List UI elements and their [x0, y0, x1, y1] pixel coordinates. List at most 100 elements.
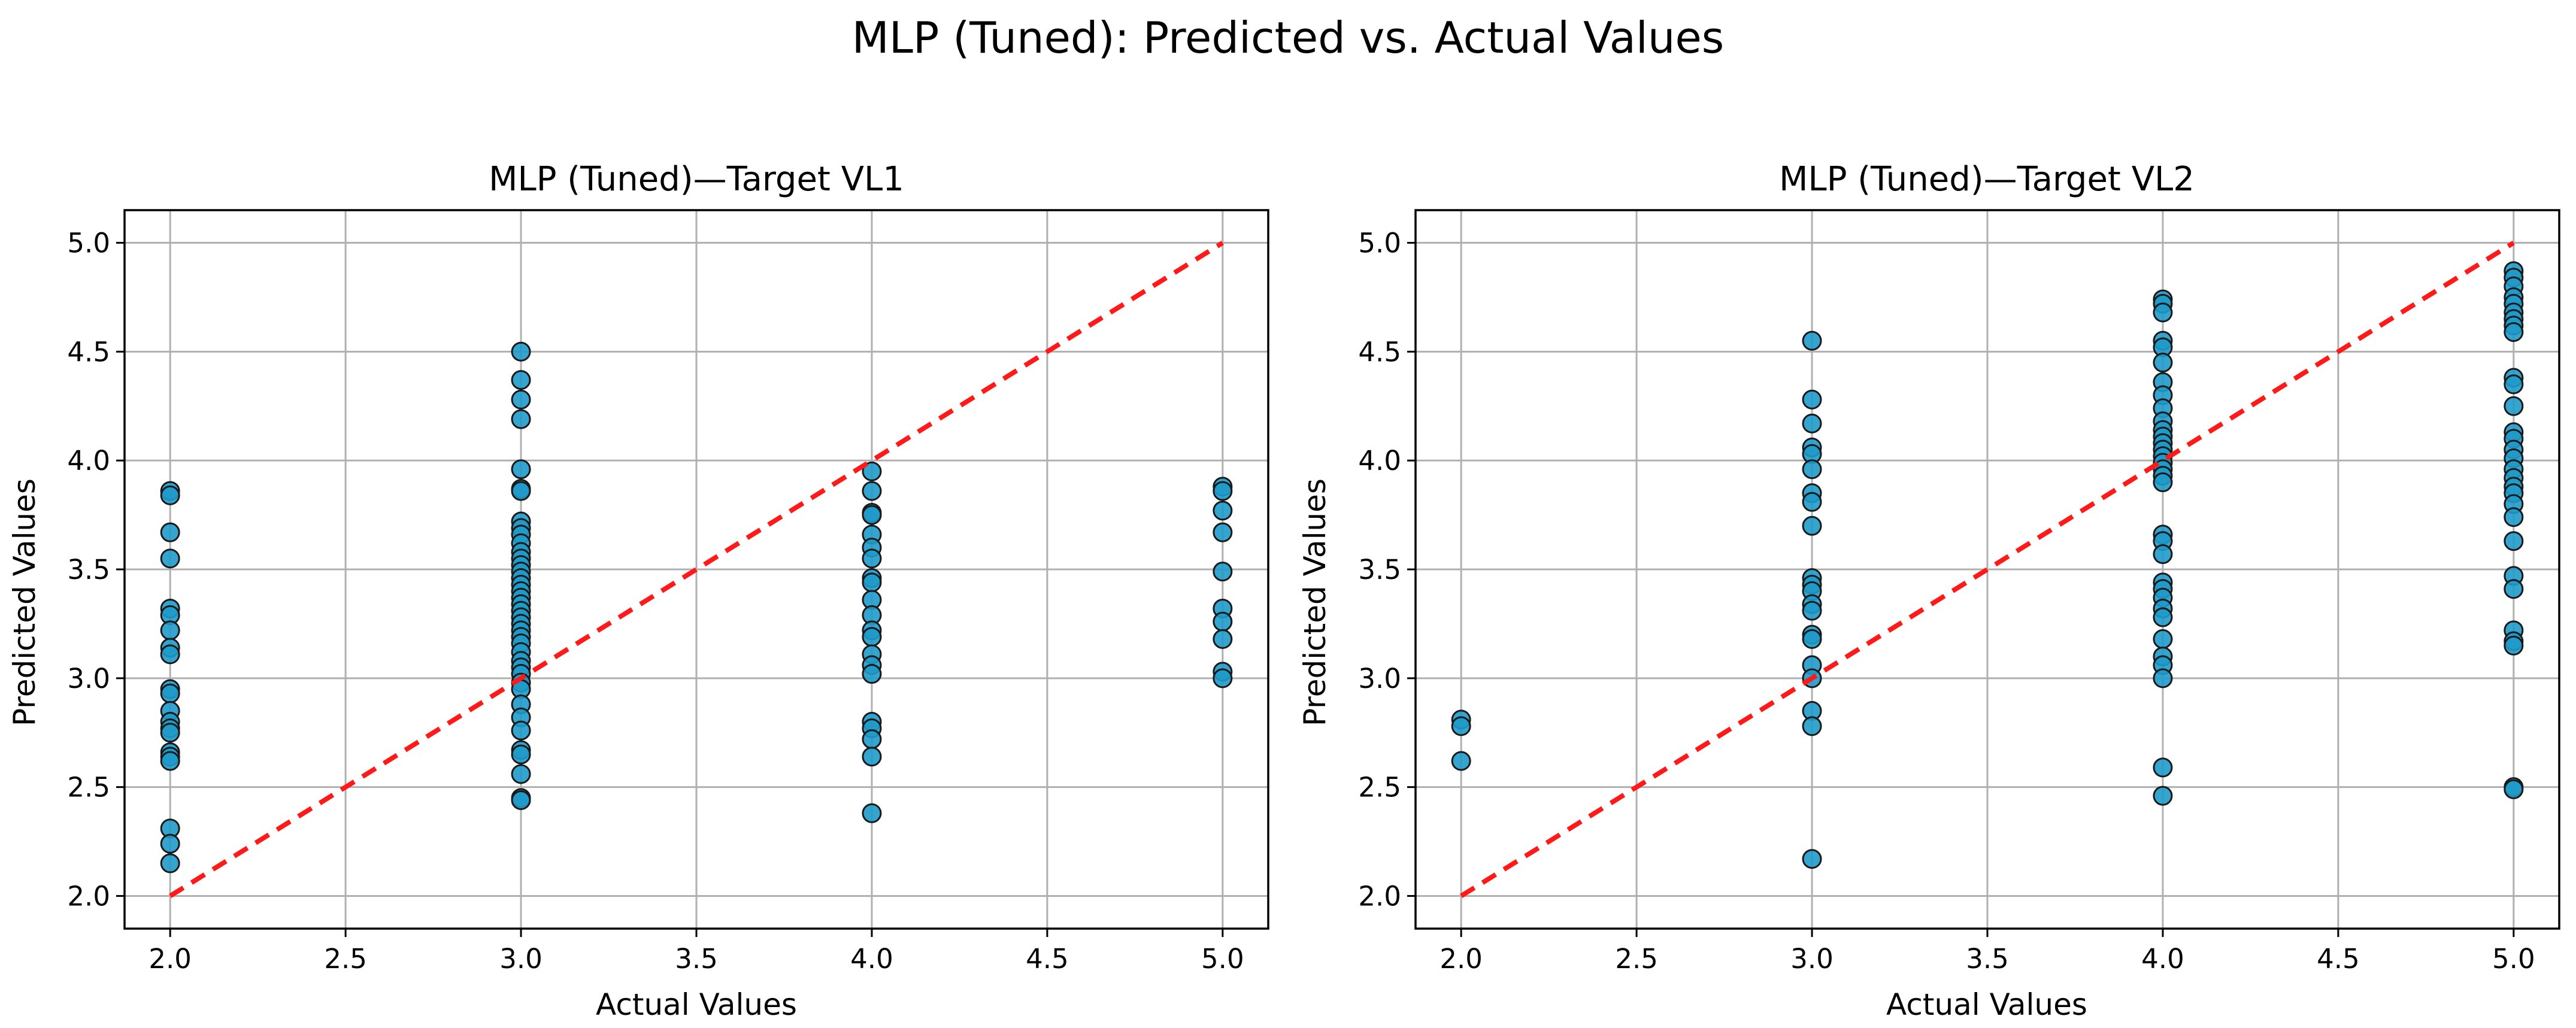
x-axis-label-vl1: Actual Values [596, 987, 797, 1022]
subplot-vl1: MLP (Tuned)—Target VL1 Actual Values Pre… [7, 160, 1269, 1022]
data-point-vl2-79 [2504, 531, 2524, 551]
x-tick-label-vl2-2: 3.0 [1790, 943, 1833, 975]
data-point-vl2-8 [1802, 459, 1822, 480]
data-point-vl2-10 [1802, 492, 1822, 512]
data-point-vl2-86 [2504, 779, 2524, 799]
y-tick-label-vl1-4: 4.0 [67, 445, 110, 477]
figure-title: MLP (Tuned): Predicted vs. Actual Values [852, 13, 1725, 63]
data-point-vl2-2 [1451, 751, 1471, 771]
data-point-vl1-10 [160, 683, 180, 703]
y-tick-label-vl1-1: 2.5 [67, 772, 110, 803]
data-point-vl1-89 [1213, 629, 1233, 649]
data-point-vl2-84 [2504, 635, 2524, 656]
data-point-vl2-18 [1802, 629, 1822, 649]
data-point-vl1-85 [1213, 522, 1233, 542]
data-point-vl2-81 [2504, 579, 2524, 599]
data-point-vl1-91 [1213, 668, 1233, 689]
data-point-vl2-29 [2153, 353, 2173, 373]
y-axis-label-vl1: Predicted Values [7, 478, 42, 726]
data-point-vl1-62 [862, 481, 882, 501]
data-point-vl1-73 [862, 627, 882, 647]
x-tick-label-vl2-1: 2.5 [1615, 943, 1658, 975]
data-point-vl2-5 [1802, 413, 1822, 433]
data-point-vl2-11 [1802, 515, 1822, 536]
data-point-vl1-2 [160, 522, 180, 542]
subplot-vl2: MLP (Tuned)—Target VL2 Actual Values Pre… [1298, 160, 2560, 1022]
data-point-vl1-58 [511, 764, 531, 784]
y-tick-label-vl1-5: 4.5 [67, 336, 110, 368]
x-tick-label-vl1-0: 2.0 [149, 943, 192, 975]
data-point-vl1-60 [511, 790, 531, 810]
data-point-vl1-86 [1213, 562, 1233, 582]
data-point-vl2-22 [1802, 716, 1822, 736]
subplot-title-vl1: MLP (Tuned)—Target VL1 [489, 160, 904, 199]
data-point-vl1-88 [1213, 611, 1233, 632]
subplot-title-vl2: MLP (Tuned)—Target VL2 [1779, 160, 2195, 199]
data-point-vl2-1 [1451, 716, 1471, 736]
data-point-vl2-26 [2153, 302, 2173, 323]
data-point-vl2-78 [2504, 507, 2524, 527]
data-point-vl1-8 [160, 644, 180, 665]
data-point-vl2-55 [2153, 757, 2173, 778]
data-point-vl2-4 [1802, 389, 1822, 410]
data-point-vl2-56 [2153, 786, 2173, 806]
y-tick-label-vl1-6: 5.0 [67, 228, 110, 259]
data-point-vl2-3 [1802, 330, 1822, 351]
x-tick-label-vl1-3: 3.5 [675, 943, 718, 975]
data-point-vl1-76 [862, 664, 882, 684]
ideal-fit-line-vl2 [1460, 241, 2515, 898]
x-tick-label-vl1-6: 5.0 [1201, 943, 1244, 975]
y-tick-label-vl2-0: 2.0 [1358, 880, 1401, 912]
y-axis-label-vl2: Predicted Values [1298, 478, 1332, 726]
y-tick-label-vl2-3: 3.5 [1358, 554, 1401, 586]
x-tick-label-vl2-4: 4.0 [2141, 943, 2184, 975]
data-point-vl2-68 [2504, 396, 2524, 416]
data-point-vl1-55 [511, 720, 531, 741]
data-point-vl2-54 [2153, 668, 2173, 689]
y-tick-label-vl2-5: 4.5 [1358, 336, 1401, 368]
ideal-fit-line-vl1 [169, 241, 1224, 898]
data-point-vl1-17 [160, 751, 180, 771]
y-tick-label-vl2-1: 2.5 [1358, 772, 1401, 803]
data-point-vl1-6 [160, 620, 180, 641]
data-point-vl2-23 [1802, 849, 1822, 869]
data-point-vl2-45 [2153, 544, 2173, 565]
data-point-vl1-57 [511, 744, 531, 765]
x-tick-label-vl1-5: 4.5 [1026, 943, 1069, 975]
y-tick-label-vl2-4: 4.0 [1358, 445, 1401, 477]
x-tick-label-vl1-2: 3.0 [499, 943, 543, 975]
y-tick-label-vl1-0: 2.0 [67, 880, 110, 912]
data-point-vl2-65 [2504, 322, 2524, 342]
data-point-vl1-84 [1213, 501, 1233, 521]
data-point-vl2-51 [2153, 629, 2173, 649]
x-axis-label-vl2: Actual Values [1886, 987, 2087, 1022]
y-tick-label-vl2-6: 5.0 [1358, 228, 1401, 259]
data-point-vl1-79 [862, 729, 882, 750]
y-tick-label-vl1-3: 3.5 [67, 554, 110, 586]
data-point-vl1-19 [160, 833, 180, 854]
x-tick-label-vl2-5: 4.5 [2317, 943, 2360, 975]
data-point-vl2-16 [1802, 601, 1822, 621]
data-point-vl1-27 [511, 481, 531, 501]
data-point-vl1-23 [511, 389, 531, 410]
x-tick-label-vl1-4: 4.0 [850, 943, 893, 975]
y-tick-label-vl2-2: 3.0 [1358, 663, 1401, 695]
data-point-vl1-21 [511, 341, 531, 362]
data-point-vl1-1 [160, 485, 180, 505]
y-tick-label-vl1-2: 3.0 [67, 663, 110, 695]
data-point-vl1-64 [862, 505, 882, 525]
data-point-vl1-81 [862, 803, 882, 823]
data-point-vl2-50 [2153, 607, 2173, 627]
x-tick-label-vl2-6: 5.0 [2492, 943, 2535, 975]
data-point-vl1-67 [862, 548, 882, 569]
data-point-vl2-42 [2153, 472, 2173, 493]
data-point-vl1-69 [862, 572, 882, 593]
data-point-vl2-67 [2504, 374, 2524, 395]
data-point-vl1-22 [511, 370, 531, 390]
data-point-vl1-3 [160, 548, 180, 569]
data-point-vl1-20 [160, 853, 180, 874]
data-point-vl1-25 [511, 459, 531, 480]
x-tick-label-vl2-0: 2.0 [1439, 943, 1483, 975]
x-tick-label-vl2-3: 3.5 [1966, 943, 2009, 975]
